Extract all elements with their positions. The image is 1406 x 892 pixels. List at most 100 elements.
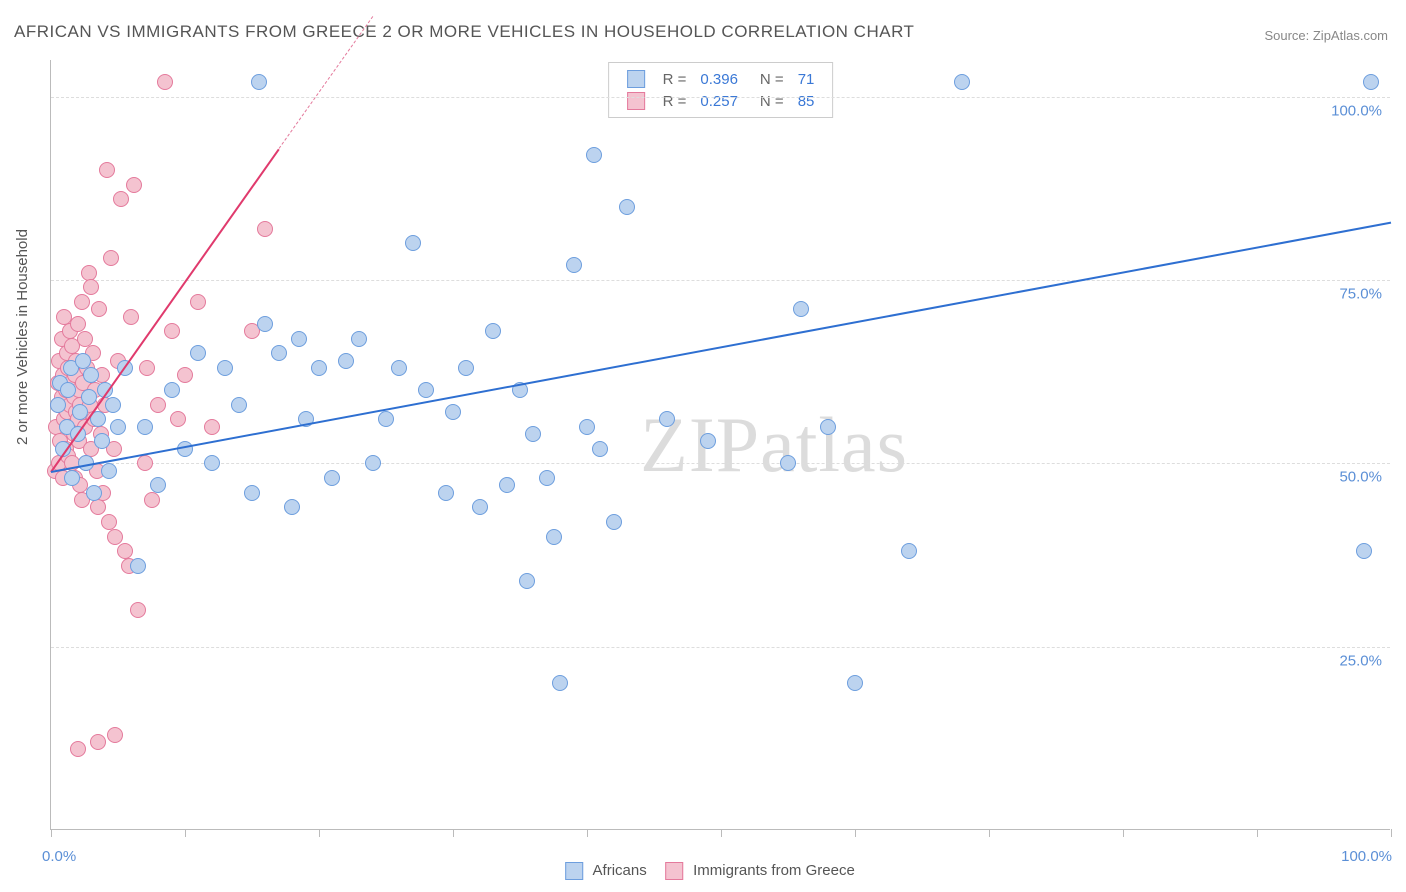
data-point-africans xyxy=(50,397,66,413)
n-label: N = xyxy=(746,69,790,89)
watermark: ZIPatlas xyxy=(640,400,908,490)
trend-line xyxy=(51,221,1391,472)
data-point-africans xyxy=(820,419,836,435)
legend-label-greece: Immigrants from Greece xyxy=(693,862,855,879)
y-axis-title: 2 or more Vehicles in Household xyxy=(14,229,31,445)
y-tick-label: 25.0% xyxy=(1339,652,1382,669)
source-label: Source: ZipAtlas.com xyxy=(1264,28,1388,43)
data-point-africans xyxy=(338,353,354,369)
data-point-africans xyxy=(586,147,602,163)
x-tick xyxy=(1391,829,1392,837)
x-tick xyxy=(185,829,186,837)
data-point-africans xyxy=(378,411,394,427)
data-point-africans xyxy=(204,455,220,471)
gridline xyxy=(51,97,1390,98)
data-point-africans xyxy=(351,331,367,347)
data-point-greece xyxy=(107,727,123,743)
data-point-africans xyxy=(700,433,716,449)
data-point-africans xyxy=(847,675,863,691)
data-point-africans xyxy=(324,470,340,486)
n-value: 71 xyxy=(792,69,821,89)
data-point-africans xyxy=(418,382,434,398)
data-point-greece xyxy=(107,529,123,545)
data-point-africans xyxy=(793,301,809,317)
data-point-africans xyxy=(72,404,88,420)
data-point-greece xyxy=(81,265,97,281)
data-point-greece xyxy=(157,74,173,90)
data-point-africans xyxy=(110,419,126,435)
data-point-africans xyxy=(83,367,99,383)
data-point-africans xyxy=(291,331,307,347)
watermark-text: ZIPatlas xyxy=(640,401,908,488)
data-point-greece xyxy=(113,191,129,207)
data-point-africans xyxy=(231,397,247,413)
gridline xyxy=(51,280,1390,281)
data-point-greece xyxy=(70,741,86,757)
legend-stats: R = 0.396 N = 71 R = 0.257 N = 85 xyxy=(608,62,834,118)
data-point-greece xyxy=(126,177,142,193)
y-tick-label: 75.0% xyxy=(1339,286,1382,303)
n-value: 85 xyxy=(792,91,821,111)
data-point-africans xyxy=(311,360,327,376)
data-point-africans xyxy=(619,199,635,215)
x-tick xyxy=(989,829,990,837)
data-point-africans xyxy=(75,353,91,369)
data-point-africans xyxy=(546,529,562,545)
r-label: R = xyxy=(657,69,693,89)
gridline xyxy=(51,463,1390,464)
data-point-greece xyxy=(74,294,90,310)
data-point-africans xyxy=(365,455,381,471)
data-point-africans xyxy=(472,499,488,515)
data-point-africans xyxy=(190,345,206,361)
data-point-africans xyxy=(566,257,582,273)
data-point-africans xyxy=(81,389,97,405)
data-point-greece xyxy=(170,411,186,427)
data-point-greece xyxy=(257,221,273,237)
data-point-africans xyxy=(244,485,260,501)
y-tick-label: 100.0% xyxy=(1331,102,1382,119)
legend-swatch-blue xyxy=(627,70,645,88)
legend-row-greece: R = 0.257 N = 85 xyxy=(621,91,821,111)
legend-row-africans: R = 0.396 N = 71 xyxy=(621,69,821,89)
data-point-africans xyxy=(901,543,917,559)
data-point-greece xyxy=(123,309,139,325)
x-tick xyxy=(1123,829,1124,837)
data-point-africans xyxy=(445,404,461,420)
data-point-greece xyxy=(139,360,155,376)
data-point-greece xyxy=(117,543,133,559)
data-point-africans xyxy=(659,411,675,427)
data-point-greece xyxy=(90,734,106,750)
data-point-africans xyxy=(954,74,970,90)
data-point-africans xyxy=(60,382,76,398)
r-value: 0.396 xyxy=(694,69,744,89)
data-point-africans xyxy=(405,235,421,251)
data-point-greece xyxy=(144,492,160,508)
data-point-africans xyxy=(164,382,180,398)
data-point-greece xyxy=(204,419,220,435)
x-tick xyxy=(587,829,588,837)
x-tick xyxy=(721,829,722,837)
r-label: R = xyxy=(657,91,693,111)
data-point-africans xyxy=(1363,74,1379,90)
data-point-greece xyxy=(83,279,99,295)
data-point-africans xyxy=(284,499,300,515)
data-point-africans xyxy=(780,455,796,471)
data-point-greece xyxy=(130,602,146,618)
data-point-africans xyxy=(217,360,233,376)
trend-line xyxy=(50,148,279,472)
y-tick-label: 50.0% xyxy=(1339,469,1382,486)
n-label: N = xyxy=(746,91,790,111)
data-point-africans xyxy=(438,485,454,501)
data-point-africans xyxy=(458,360,474,376)
data-point-africans xyxy=(86,485,102,501)
data-point-africans xyxy=(257,316,273,332)
legend-swatch-greece xyxy=(665,862,683,880)
x-axis-min-label: 0.0% xyxy=(42,848,76,865)
legend-swatch-africans xyxy=(565,862,583,880)
data-point-africans xyxy=(271,345,287,361)
r-value: 0.257 xyxy=(694,91,744,111)
x-tick xyxy=(319,829,320,837)
data-point-africans xyxy=(579,419,595,435)
data-point-africans xyxy=(137,419,153,435)
data-point-greece xyxy=(99,162,115,178)
